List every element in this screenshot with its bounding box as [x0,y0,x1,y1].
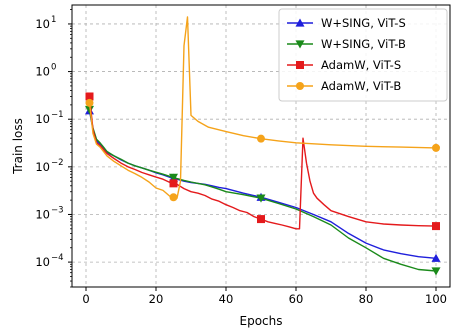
series-2-marker [257,215,265,224]
y-tick-label: 10 [35,207,50,221]
y-tick-exponent: −1 [51,110,64,120]
x-axis-label: Epochs [240,314,283,328]
y-tick-label: 10 [35,255,50,269]
y-tick-exponent: −2 [51,158,64,168]
legend-marker [296,82,304,90]
series-2-marker [169,179,178,188]
legend-entry: W+SING, ViT-B [321,37,406,51]
y-tick-label: 10 [35,160,50,174]
y-tick-label: 10 [35,65,50,79]
x-tick-label: 60 [289,292,304,306]
x-tick-label: 100 [425,292,447,306]
x-tick-label: 0 [82,292,89,306]
series-2-marker [85,92,94,101]
series-2-marker [432,222,440,231]
y-tick-label: 10 [35,17,50,31]
series-1-marker [85,105,94,114]
legend-marker [295,18,305,27]
legend-marker [296,61,304,69]
y-tick-exponent: −4 [51,253,64,263]
series-layer [85,16,441,276]
legend-entry: AdamW, ViT-B [321,79,401,93]
y-tick-label: 10 [35,112,50,126]
y-axis-label: Train loss [11,118,25,175]
series-3-marker [85,98,94,107]
legend: W+SING, ViT-S W+SING, ViT-B AdamW, ViT-S Ad… [278,8,448,102]
x-tick-label: 40 [219,292,234,306]
x-tick-label: 80 [359,292,374,306]
grid [72,5,450,287]
plot-frame [71,4,451,288]
series-1-marker [256,194,266,203]
legend-box [278,8,448,102]
series-0-marker [431,253,441,262]
series-3-marker [257,134,265,143]
legend-entry: AdamW, ViT-S [321,58,401,72]
series-3-marker [169,193,178,202]
y-tick-exponent: 1 [51,15,56,25]
y-tick-exponent: 0 [51,63,56,73]
series-1-marker [169,173,178,182]
series-line-2 [88,96,437,230]
series-line-1 [88,109,437,272]
legend-marker [295,40,305,49]
legend-entry: W+SING, ViT-S [321,16,406,30]
series-3-marker [432,143,440,152]
y-tick-exponent: −3 [51,205,64,215]
series-line-0 [88,110,437,259]
series-1-marker [431,267,441,276]
x-tick-label: 20 [149,292,164,306]
